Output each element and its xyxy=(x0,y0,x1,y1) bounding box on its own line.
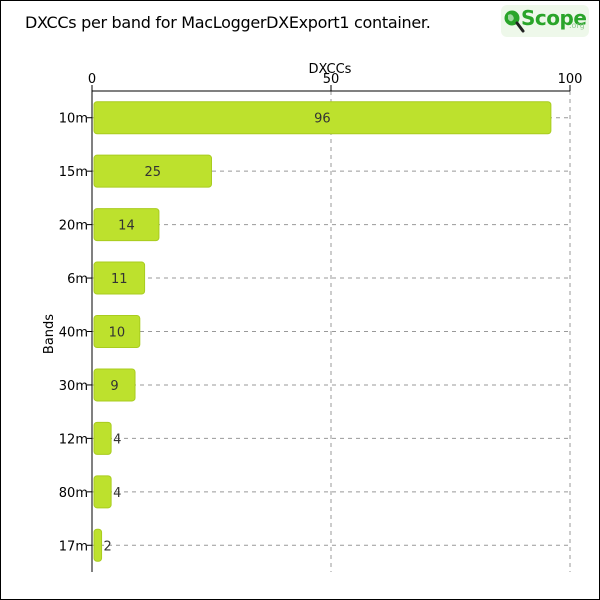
bar-value-label: 2 xyxy=(104,539,112,554)
bar-30m xyxy=(93,368,136,402)
chart-title: DXCCs per band for MacLoggerDXExport1 co… xyxy=(25,13,431,32)
y-tick-label: 6m xyxy=(67,272,88,287)
bar-value-label: 11 xyxy=(111,272,128,287)
axis-layer: 0 50 100 10m 15m 20m 6m 40m 30m 12m 80m 17m xyxy=(59,72,583,572)
y-tick-label: 80m xyxy=(59,486,88,501)
bar-value-label: 9 xyxy=(110,379,118,394)
bar-value-label: 4 xyxy=(113,486,121,501)
grid-layer xyxy=(92,91,571,572)
y-tick-label: 10m xyxy=(59,112,88,127)
logo-suffix: .org xyxy=(569,21,585,30)
x-tick-label: 0 xyxy=(88,72,96,87)
bar-80m xyxy=(93,475,112,509)
bar-value-label: 4 xyxy=(113,432,121,447)
magnifier-globe-icon xyxy=(504,10,525,33)
y-tick-label: 15m xyxy=(59,165,88,180)
bar-10m xyxy=(93,101,552,135)
y-axis-label: Bands xyxy=(42,314,57,354)
bar-15m xyxy=(93,154,212,188)
y-tick-label: 40m xyxy=(59,326,88,341)
x-axis-label: DXCCs xyxy=(309,62,352,77)
logo-text: Scope xyxy=(521,6,587,30)
bar-layer: 96 25 14 11 10 9 4 4 2 xyxy=(93,101,552,562)
y-tick-label: 20m xyxy=(59,219,88,234)
bar-40m xyxy=(93,315,141,348)
bar-value-label: 14 xyxy=(118,219,135,234)
y-tick-label: 12m xyxy=(59,432,88,447)
bar-value-label: 10 xyxy=(109,326,126,341)
qscope-logo: Scope .org xyxy=(501,5,589,37)
x-tick-label: 50 xyxy=(323,72,340,87)
y-tick-label: 30m xyxy=(59,379,88,394)
bar-value-label: 25 xyxy=(144,165,161,180)
bar-17m xyxy=(93,528,103,562)
y-tick-label: 17m xyxy=(59,539,88,554)
bar-20m xyxy=(93,208,160,242)
bar-12m xyxy=(93,421,112,455)
x-tick-label: 100 xyxy=(558,72,583,87)
bar-value-label: 96 xyxy=(314,112,331,127)
bar-6m xyxy=(93,261,146,295)
